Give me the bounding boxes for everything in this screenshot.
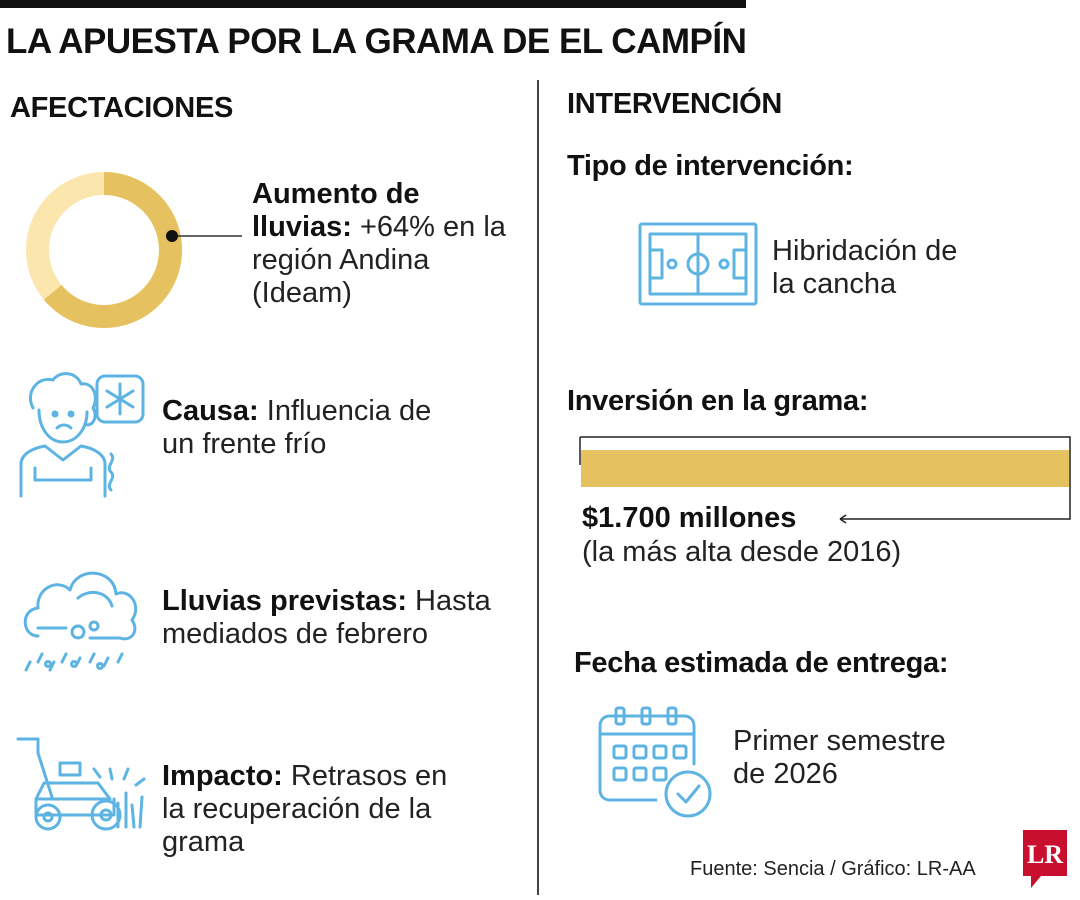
investment-note: (la más alta desde 2016) bbox=[582, 536, 902, 568]
donut-segment-increase bbox=[43, 172, 183, 328]
afectaciones-heading: AFECTACIONES bbox=[10, 92, 234, 124]
investment-arrow bbox=[839, 514, 847, 524]
cause-label-bold: Causa: bbox=[162, 395, 259, 427]
calendar-check-icon bbox=[598, 706, 712, 818]
investment-bar-fill bbox=[581, 450, 1069, 487]
cause-label-rest: Influencia de un frente frío bbox=[162, 395, 432, 460]
rain-cloud-icon bbox=[23, 571, 138, 672]
person-cold-icon bbox=[19, 372, 145, 498]
intervencion-heading: INTERVENCIÓN bbox=[567, 88, 783, 120]
lr-logo: LR bbox=[1023, 830, 1067, 888]
intervention-type-heading: Tipo de intervención: bbox=[567, 150, 854, 182]
top-rule bbox=[0, 0, 746, 8]
rain-donut-chart bbox=[25, 172, 242, 328]
donut-leader-dot bbox=[166, 230, 178, 242]
forecast-text: Lluvias previstas: Hasta mediados de feb… bbox=[162, 585, 532, 651]
rain-increase-text: Aumento de lluvias: +64% en la región An… bbox=[252, 178, 522, 310]
delivery-value: Primer semestre de 2026 bbox=[733, 725, 946, 790]
column-divider bbox=[537, 80, 539, 895]
impact-label-bold: Impacto: bbox=[162, 760, 283, 792]
delivery-heading: Fecha estimada de entrega: bbox=[574, 647, 949, 679]
impact-label-rest: Retrasos en la recuperación de la grama bbox=[162, 760, 448, 858]
forecast-label-bold: Lluvias previstas: bbox=[162, 585, 407, 617]
investment-bar-outline bbox=[580, 436, 1071, 520]
forecast-label-rest: Hasta mediados de febrero bbox=[162, 585, 491, 650]
investment-value: $1.700 millones bbox=[582, 502, 797, 534]
page-title: LA APUESTA POR LA GRAMA DE EL CAMPÍN bbox=[6, 22, 747, 61]
impact-text: Impacto: Retrasos en la recuperación de … bbox=[162, 760, 462, 859]
lr-logo-text: LR bbox=[1027, 840, 1063, 869]
rain-label-bold: Aumento de lluvias: bbox=[252, 178, 420, 243]
rain-label-rest: +64% en la región Andina (Ideam) bbox=[252, 211, 506, 309]
soccer-field-icon bbox=[638, 222, 758, 306]
investment-bar-chart bbox=[579, 436, 1071, 524]
intervention-type-value: Hibridación de la cancha bbox=[772, 235, 958, 300]
cause-text: Causa: Influencia de un frente frío bbox=[162, 395, 452, 461]
lawn-mower-icon bbox=[16, 737, 146, 831]
source-credit: Fuente: Sencia / Gráfico: LR-AA bbox=[690, 858, 976, 880]
investment-heading: Inversión en la grama: bbox=[567, 385, 869, 417]
